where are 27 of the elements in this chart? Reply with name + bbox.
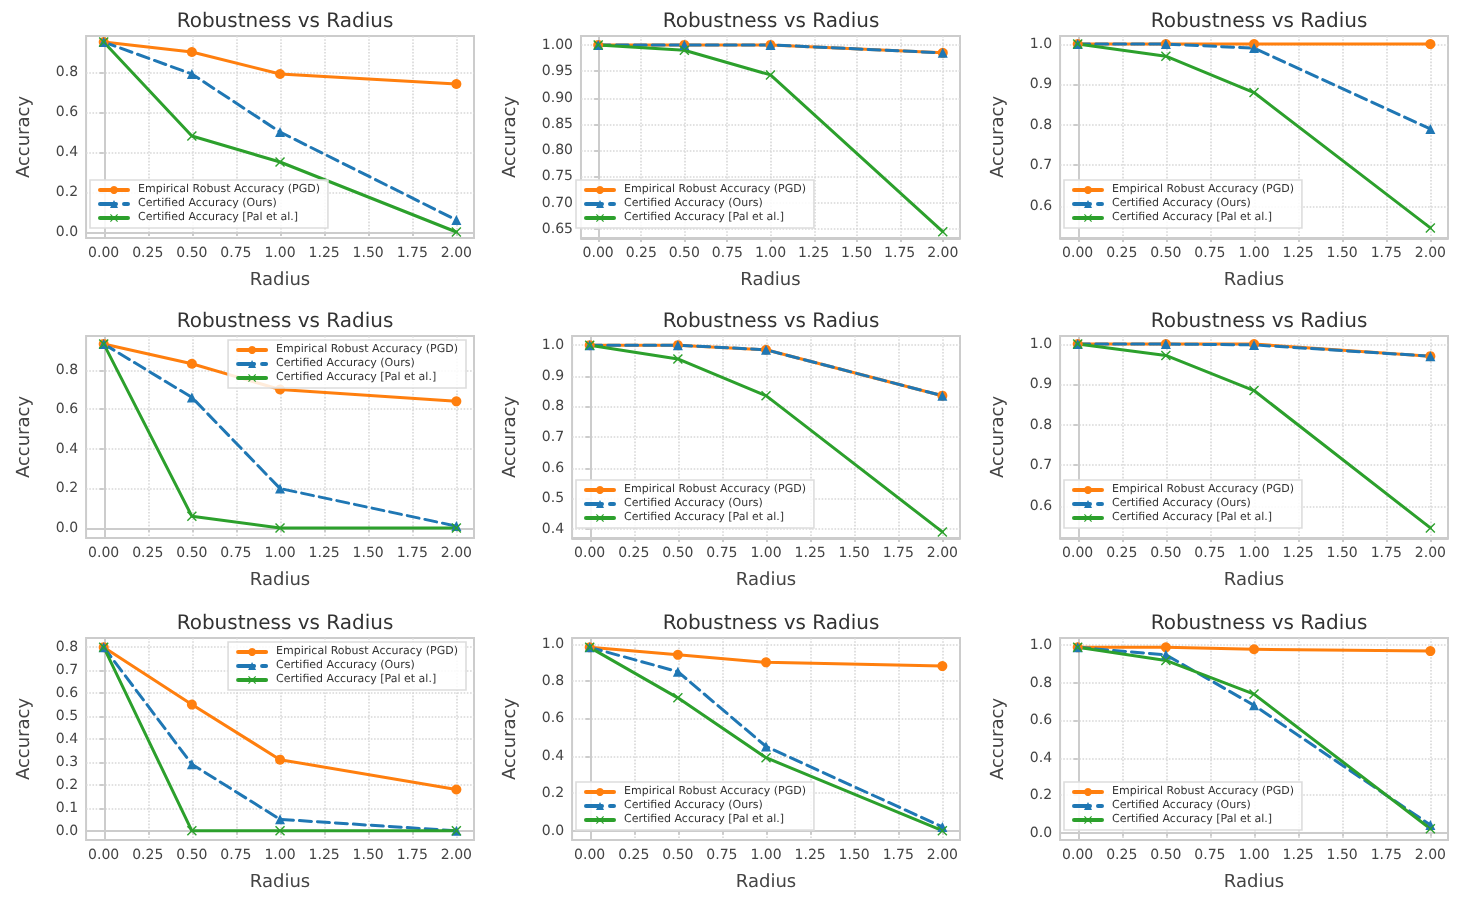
chart-title: Robustness vs Radius xyxy=(663,612,880,635)
y-axis-title: Accuracy xyxy=(15,695,35,780)
chart-title: Robustness vs Radius xyxy=(1149,311,1367,334)
y-axis-title: Accuracy xyxy=(501,94,522,179)
x-axis-title: Radius xyxy=(1223,271,1285,291)
chart-title: Robustness vs Radius xyxy=(1149,11,1367,33)
y-axis-title: Accuracy xyxy=(15,395,35,479)
x-axis-title: Radius xyxy=(1223,872,1285,893)
chart-title: Robustness vs Radius xyxy=(176,612,394,635)
chart-title: Robustness vs Radius xyxy=(663,11,880,33)
x-axis-title: Radius xyxy=(736,872,798,893)
chart-title: Robustness vs Radius xyxy=(1149,612,1367,635)
x-axis-title: Radius xyxy=(736,571,798,592)
x-axis-title: Radius xyxy=(249,571,311,592)
chart-title: Robustness vs Radius xyxy=(176,311,394,334)
chart-title: Robustness vs Radius xyxy=(176,11,394,33)
y-axis-title: Accuracy xyxy=(501,395,522,479)
y-axis-title: Accuracy xyxy=(15,94,35,179)
chart-title: Robustness vs Radius xyxy=(663,311,880,334)
y-axis-title: Accuracy xyxy=(988,695,1009,780)
x-axis-title: Radius xyxy=(249,271,311,291)
y-axis-title: Accuracy xyxy=(501,695,522,780)
x-axis-title: Radius xyxy=(249,872,311,893)
x-axis-title: Radius xyxy=(1223,571,1285,592)
x-axis-title: Radius xyxy=(740,271,802,291)
y-axis-title: Accuracy xyxy=(988,94,1009,179)
y-axis-title: Accuracy xyxy=(988,395,1009,479)
